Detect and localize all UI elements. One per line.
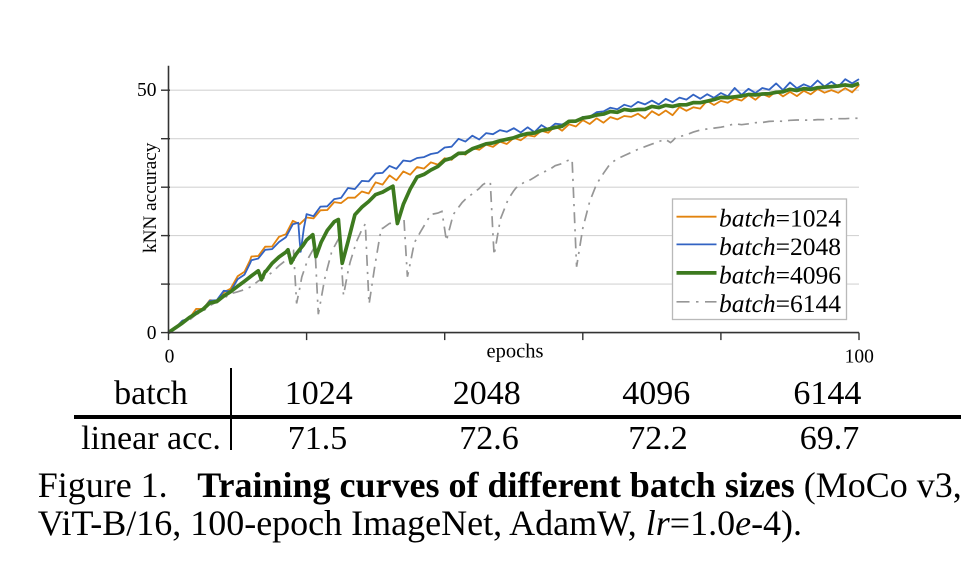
svg-text:batch=6144: batch=6144 — [719, 289, 841, 318]
svg-text:0: 0 — [147, 323, 157, 344]
svg-text:kNN accuracy: kNN accuracy — [140, 142, 161, 253]
svg-text:epochs: epochs — [487, 341, 544, 363]
svg-text:50: 50 — [137, 80, 157, 101]
svg-text:batch=2048: batch=2048 — [719, 232, 841, 261]
svg-text:100: 100 — [845, 347, 874, 368]
svg-text:batch=1024: batch=1024 — [719, 204, 841, 233]
svg-text:0: 0 — [165, 347, 175, 368]
svg-text:batch=4096: batch=4096 — [719, 261, 841, 290]
